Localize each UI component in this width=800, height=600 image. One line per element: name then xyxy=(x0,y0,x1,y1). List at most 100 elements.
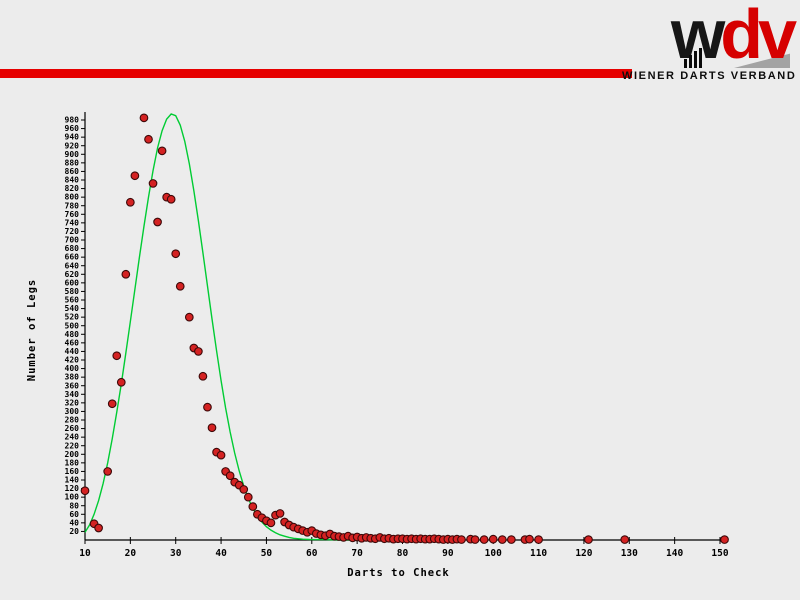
svg-text:260: 260 xyxy=(65,424,80,433)
svg-text:140: 140 xyxy=(65,476,80,485)
data-point xyxy=(457,535,466,544)
data-point xyxy=(80,486,90,496)
svg-text:70: 70 xyxy=(351,548,363,559)
data-point xyxy=(584,535,593,544)
svg-text:50: 50 xyxy=(261,548,273,559)
data-point xyxy=(239,485,249,494)
svg-text:980: 980 xyxy=(65,116,80,125)
svg-text:420: 420 xyxy=(65,356,80,365)
data-point xyxy=(153,217,162,227)
svg-text:800: 800 xyxy=(65,193,80,202)
svg-text:580: 580 xyxy=(65,287,80,296)
svg-text:440: 440 xyxy=(65,347,80,356)
data-point xyxy=(275,509,285,518)
scatter-points xyxy=(80,113,729,544)
data-point xyxy=(166,194,176,204)
data-point xyxy=(266,518,276,528)
data-point xyxy=(507,535,516,544)
svg-text:80: 80 xyxy=(69,501,79,510)
data-point xyxy=(148,179,158,188)
logo-letter-v: v xyxy=(758,0,797,73)
data-point xyxy=(207,423,217,433)
svg-text:840: 840 xyxy=(65,176,80,185)
data-point xyxy=(720,535,729,544)
svg-text:340: 340 xyxy=(65,390,80,399)
data-point xyxy=(497,535,507,544)
data-point xyxy=(534,535,543,544)
data-point xyxy=(225,471,235,481)
header-red-bar xyxy=(0,69,632,78)
svg-text:820: 820 xyxy=(65,184,80,193)
y-tick-labels: 2040608010012014016018020022024026028030… xyxy=(65,116,85,536)
data-point xyxy=(94,523,103,533)
svg-text:40: 40 xyxy=(69,518,79,527)
svg-text:80: 80 xyxy=(397,548,409,559)
data-point xyxy=(470,535,480,544)
svg-text:660: 660 xyxy=(65,253,80,262)
svg-text:380: 380 xyxy=(65,373,80,382)
x-axis-title: Darts to Check xyxy=(347,567,450,579)
data-point xyxy=(107,399,117,409)
svg-text:960: 960 xyxy=(65,124,80,133)
data-point xyxy=(157,146,167,156)
svg-text:320: 320 xyxy=(65,398,80,407)
svg-text:10: 10 xyxy=(79,548,91,559)
svg-text:40: 40 xyxy=(215,548,227,559)
svg-text:480: 480 xyxy=(65,330,80,339)
data-point xyxy=(139,113,149,123)
svg-text:360: 360 xyxy=(65,381,80,390)
wdv-logo: wdv WIENER DARTS VERBAND xyxy=(622,0,797,82)
data-point xyxy=(130,171,140,181)
svg-text:860: 860 xyxy=(65,167,80,176)
x-tick-labels: 10 20 30 40 50 60 70 80 90 100 110 120 130 140 150 xyxy=(79,537,729,559)
data-point xyxy=(198,371,208,381)
data-point xyxy=(216,450,226,460)
logo-letter-w: w xyxy=(670,0,725,73)
data-point xyxy=(243,492,253,502)
svg-text:540: 540 xyxy=(65,304,80,313)
y-axis-title: Number of Legs xyxy=(26,279,38,382)
data-point xyxy=(126,197,135,207)
svg-text:720: 720 xyxy=(65,227,80,236)
svg-text:60: 60 xyxy=(69,510,79,519)
svg-text:560: 560 xyxy=(65,296,80,305)
logo-wordmark: wdv xyxy=(622,0,797,69)
logo-subtitle: WIENER DARTS VERBAND xyxy=(622,70,797,82)
svg-text:780: 780 xyxy=(65,201,80,210)
svg-text:920: 920 xyxy=(65,141,80,150)
svg-text:120: 120 xyxy=(575,548,592,559)
axes xyxy=(84,112,726,541)
svg-text:640: 640 xyxy=(65,261,80,270)
svg-text:150: 150 xyxy=(711,548,728,559)
svg-text:620: 620 xyxy=(65,270,80,279)
data-point xyxy=(103,467,113,476)
svg-text:600: 600 xyxy=(65,278,80,287)
data-point xyxy=(121,269,131,279)
data-point xyxy=(175,281,185,291)
svg-text:900: 900 xyxy=(65,150,80,159)
svg-text:100: 100 xyxy=(485,548,502,559)
svg-text:130: 130 xyxy=(621,548,638,559)
svg-text:110: 110 xyxy=(530,548,547,559)
svg-text:760: 760 xyxy=(65,210,80,219)
svg-text:30: 30 xyxy=(170,548,182,559)
data-point xyxy=(479,535,489,544)
svg-text:400: 400 xyxy=(65,364,80,373)
data-point xyxy=(248,502,258,511)
svg-text:520: 520 xyxy=(65,313,80,322)
data-point xyxy=(525,534,534,544)
svg-text:90: 90 xyxy=(442,548,454,559)
data-point xyxy=(116,377,126,387)
fitted-distribution-curve xyxy=(84,113,358,541)
svg-text:160: 160 xyxy=(65,467,80,476)
svg-text:180: 180 xyxy=(65,458,80,467)
svg-text:280: 280 xyxy=(65,416,80,425)
svg-text:940: 940 xyxy=(65,133,80,142)
svg-text:200: 200 xyxy=(65,450,80,459)
equalizer-bars-icon xyxy=(684,48,702,68)
svg-text:140: 140 xyxy=(666,548,683,559)
svg-text:300: 300 xyxy=(65,407,80,416)
data-point xyxy=(194,347,203,356)
logo-letter-d: d xyxy=(720,0,763,73)
svg-text:60: 60 xyxy=(306,548,318,559)
